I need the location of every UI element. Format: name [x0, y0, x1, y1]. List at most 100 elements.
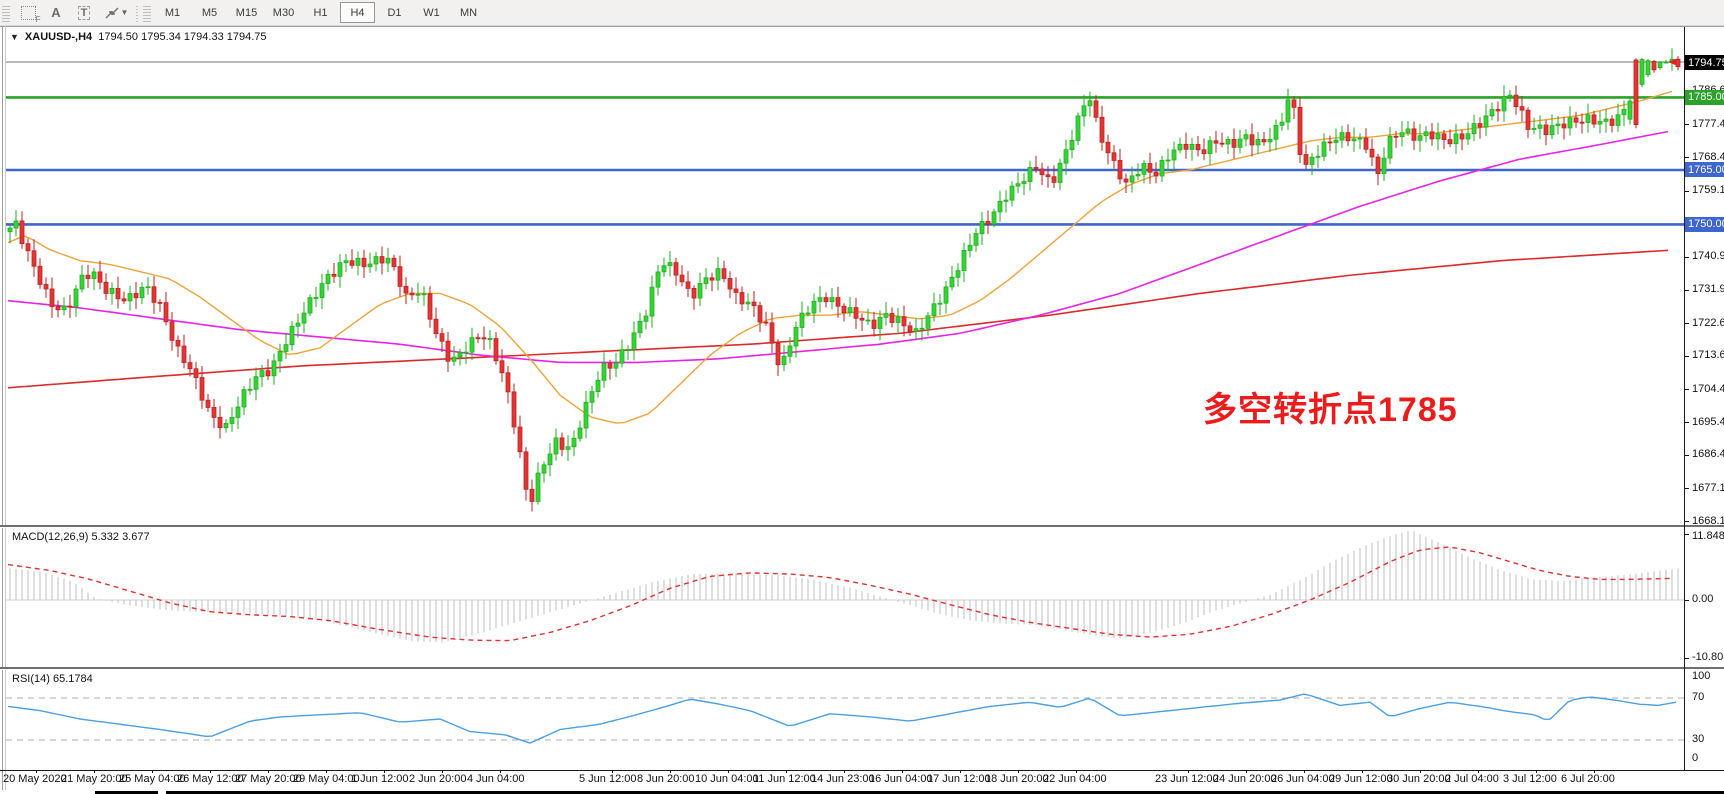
bottom-edge	[0, 790, 1724, 794]
macd-plot[interactable]	[6, 531, 1684, 643]
chevron-down-icon: ▼	[120, 8, 129, 17]
time-axis-label: 8 Jun 20:00	[637, 773, 695, 785]
time-axis-label: 26 Jun 04:00	[1271, 773, 1335, 785]
time-tick	[1188, 770, 1189, 773]
time-tick	[1304, 770, 1305, 773]
time-axis-label: 22 Jun 04:00	[1043, 773, 1107, 785]
time-tick	[94, 770, 95, 773]
price-axis-label: 1759.15	[1692, 184, 1724, 197]
rsi-axis-label: 70	[1692, 691, 1705, 703]
level-price-badge[interactable]: 1765.00	[1685, 162, 1724, 178]
main-chart-plot[interactable]	[6, 48, 1684, 512]
time-axis-label: 23 Jun 12:00	[1155, 773, 1219, 785]
arrows-dropdown-icon[interactable]: ▼	[99, 2, 133, 23]
chart-annotation-text[interactable]: 多空转折点1785	[1203, 391, 1458, 429]
time-tick	[1246, 770, 1247, 773]
macd-axis-label: 0.00	[1692, 593, 1714, 605]
macd-tick	[1684, 658, 1689, 659]
time-axis-label: 10 Jun 04:00	[695, 773, 759, 785]
chart-menu-icon[interactable]: ▼	[10, 32, 19, 42]
price-tick	[1684, 289, 1689, 291]
time-tick	[442, 770, 443, 773]
tf-button-w1[interactable]: W1	[423, 6, 440, 19]
time-tick	[326, 770, 327, 773]
time-tick	[152, 770, 153, 773]
chart-frame-top	[0, 26, 1724, 27]
time-tick	[844, 770, 845, 773]
toolbar-drag-handle[interactable]	[2, 3, 10, 22]
price-axis-label: 1686.40	[1692, 448, 1724, 461]
toolbar-separator	[136, 3, 138, 22]
tf-button-m5[interactable]: M5	[201, 6, 218, 19]
price-axis-label: 1740.90	[1692, 250, 1724, 263]
macd-values: 5.332 3.677	[91, 531, 150, 543]
time-axis-label: 30 Jun 20:00	[1387, 773, 1451, 785]
macd-axis-label: -10.808	[1692, 651, 1724, 663]
time-tick	[612, 770, 613, 773]
price-tick	[1684, 190, 1689, 192]
level-price-badge[interactable]: 1750.00	[1685, 216, 1724, 232]
price-axis-label: 1731.90	[1692, 283, 1724, 296]
time-axis-label: 6 Jul 20:00	[1561, 773, 1615, 785]
rsi-panel-splitter[interactable]	[0, 667, 1724, 670]
rsi-plot[interactable]	[6, 693, 1684, 744]
price-axis-label: 1768.40	[1692, 150, 1724, 163]
price-tick	[1684, 389, 1689, 391]
symbol-label: XAUUSD-,H4	[24, 31, 93, 43]
timeframe-drag-handle[interactable]	[143, 3, 151, 22]
price-tick	[1684, 488, 1689, 490]
rsi-axis-label: 30	[1692, 733, 1705, 745]
tf-button-d1[interactable]: D1	[387, 6, 402, 19]
time-axis-label: 16 Jun 04:00	[869, 773, 933, 785]
timeframe-group: M1 M5 M15 M30 H1 H4 D1 W1 MN	[154, 2, 487, 23]
price-tick	[1684, 521, 1689, 523]
price-tick	[1684, 157, 1689, 159]
price-axis-border	[1684, 27, 1685, 770]
time-axis-label: 29 Jun 12:00	[1329, 773, 1393, 785]
macd-panel-splitter[interactable]	[0, 525, 1724, 528]
level-price-badge[interactable]: 1785.00	[1685, 89, 1724, 105]
time-axis-label: 1 Jun 12:00	[351, 773, 409, 785]
tf-button-m15[interactable]: M15	[235, 6, 258, 19]
time-axis-label: 11 Jun 12:00	[753, 773, 816, 785]
time-axis-label: 26 May 12:00	[177, 773, 244, 785]
time-tick	[960, 770, 961, 773]
time-axis-label: 18 Jun 20:00	[985, 773, 1049, 785]
price-axis-label: 1677.15	[1692, 481, 1724, 494]
price-tick	[1684, 124, 1689, 126]
fibonacci-grid-icon[interactable]: F	[15, 2, 41, 24]
time-tick	[1594, 770, 1595, 773]
text-label-icon[interactable]: A	[51, 5, 61, 20]
time-tick	[902, 770, 903, 773]
time-tick	[786, 770, 787, 773]
time-axis-label: 21 May 20:00	[61, 773, 128, 785]
time-axis-label: 4 Jun 04:00	[467, 773, 525, 785]
macd-label: MACD(12,26,9) 5.332 3.677	[12, 531, 150, 543]
price-axis-label: 1704.40	[1692, 382, 1724, 395]
price-tick	[1684, 454, 1689, 456]
text-box-icon[interactable]: T	[71, 2, 97, 23]
tf-button-h4[interactable]: H4	[340, 2, 375, 23]
time-axis-label: 27 May 20:00	[235, 773, 302, 785]
tf-button-mn[interactable]: MN	[459, 6, 478, 19]
price-tick	[1684, 422, 1689, 424]
rsi-label: RSI(14) 65.1784	[12, 673, 93, 685]
price-tick	[1684, 355, 1689, 357]
time-tick	[1076, 770, 1077, 773]
time-tick	[268, 770, 269, 773]
time-axis-label: 17 Jun 12:00	[927, 773, 991, 785]
time-tick	[1018, 770, 1019, 773]
tf-button-m30[interactable]: M30	[272, 6, 295, 19]
price-axis-label: 1668.15	[1692, 514, 1724, 527]
time-axis-border	[0, 770, 1724, 771]
tf-button-m1[interactable]: M1	[164, 6, 181, 19]
arrows-icon	[105, 7, 119, 18]
tf-button-h1[interactable]: H1	[313, 6, 328, 19]
price-axis-label: 1713.65	[1692, 349, 1724, 362]
macd-axis-label: 11.848	[1692, 530, 1724, 542]
time-tick	[384, 770, 385, 773]
time-axis-label: 25 May 04:00	[119, 773, 186, 785]
time-axis-label: 2 Jun 20:00	[409, 773, 467, 785]
